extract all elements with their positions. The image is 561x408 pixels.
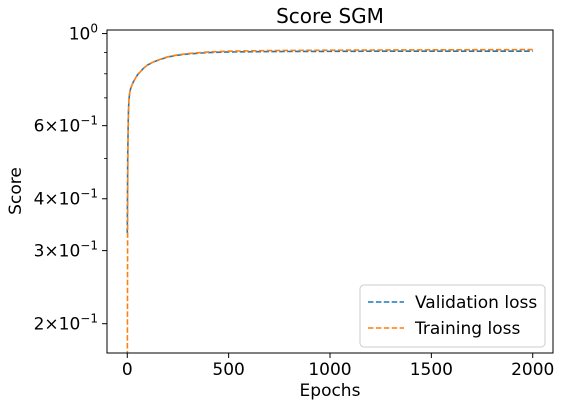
chart-title: Score SGM bbox=[276, 4, 384, 28]
x-axis-label: Epochs bbox=[300, 381, 361, 401]
series-line-training bbox=[126, 48, 533, 353]
x-tick-label: 1500 bbox=[410, 360, 453, 380]
x-tick-label: 0 bbox=[122, 360, 133, 380]
y-tick-label: 6×10−1 bbox=[34, 114, 98, 137]
legend-box bbox=[359, 284, 546, 348]
y-axis: 2×10−1 3×10−1 4×10−1 6×10−1 100 bbox=[34, 22, 107, 335]
y-tick-label: 4×10−1 bbox=[34, 187, 98, 210]
legend: Validation loss Training loss bbox=[359, 284, 546, 348]
legend-label-training: Training loss bbox=[414, 319, 520, 339]
legend-label-validation: Validation loss bbox=[415, 293, 537, 313]
y-tick-label: 3×10−1 bbox=[34, 239, 98, 262]
y-axis-label: Score bbox=[6, 167, 26, 215]
y-tick-label: 2×10−1 bbox=[34, 312, 98, 335]
x-tick-label: 1000 bbox=[308, 360, 351, 380]
x-tick-label: 2000 bbox=[511, 360, 554, 380]
x-tick-label: 500 bbox=[212, 360, 244, 380]
x-axis: 0 500 1000 1500 2000 bbox=[122, 353, 554, 380]
series-layer bbox=[126, 48, 533, 353]
y-tick-label: 100 bbox=[69, 22, 98, 45]
